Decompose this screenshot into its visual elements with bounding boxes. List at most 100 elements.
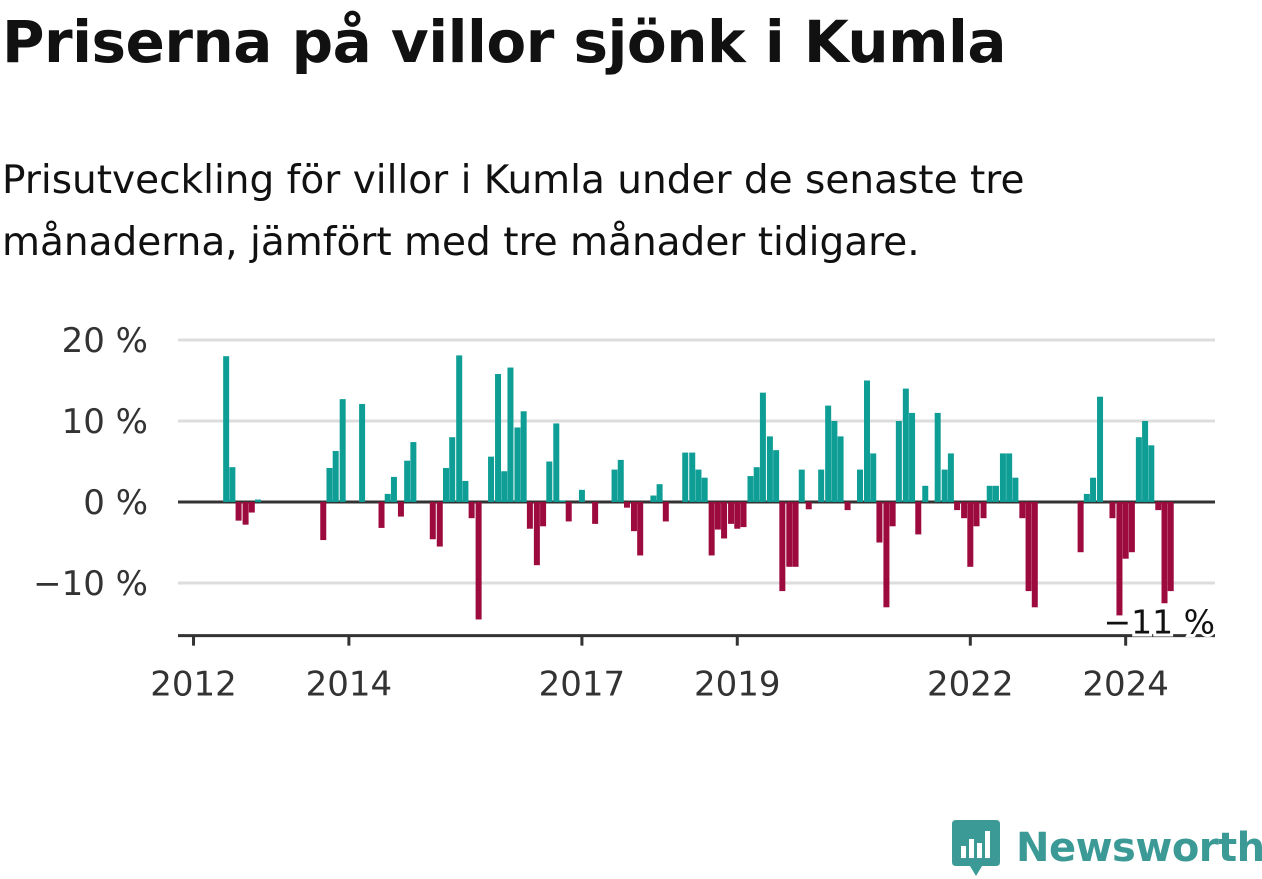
- bar: [578, 489, 585, 502]
- bar: [637, 502, 644, 556]
- bar: [468, 502, 475, 519]
- bar: [462, 480, 469, 502]
- bar: [429, 502, 436, 540]
- bar: [773, 450, 780, 502]
- bar: [332, 450, 339, 502]
- bar: [714, 502, 721, 530]
- bar: [689, 452, 696, 502]
- bar: [565, 502, 572, 522]
- x-tick-label: 2017: [539, 665, 626, 705]
- bar: [592, 502, 599, 524]
- bar: [1097, 396, 1104, 502]
- bar: [934, 412, 941, 502]
- bar: [656, 484, 663, 502]
- bar: [708, 502, 715, 556]
- bar: [1155, 502, 1162, 511]
- bar: [947, 453, 954, 502]
- bar: [831, 421, 838, 502]
- bar: [540, 502, 547, 527]
- x-tick-label: 2012: [150, 665, 237, 705]
- y-tick-label: 0 %: [83, 483, 148, 523]
- y-axis-ticks: 20 % 10 % 0 % −10 %: [33, 321, 148, 604]
- bar: [889, 502, 896, 527]
- bar: [242, 502, 249, 525]
- bar: [359, 403, 366, 502]
- x-axis: 2012 2014 2017 2019 2022 2024: [150, 634, 1215, 705]
- bar: [870, 453, 877, 502]
- bar: [495, 374, 502, 502]
- bar: [753, 467, 760, 502]
- annotations: −11 %: [1101, 600, 1219, 645]
- bar: [1161, 502, 1168, 604]
- bar: [895, 421, 902, 502]
- bar: [786, 502, 793, 567]
- bar: [909, 412, 916, 502]
- bar: [876, 502, 883, 543]
- bar: [436, 502, 443, 547]
- bar: [837, 436, 844, 502]
- bar: [526, 502, 533, 529]
- bar: [514, 427, 521, 502]
- bar: [630, 502, 637, 532]
- bar: [553, 423, 560, 502]
- bar: [384, 493, 391, 502]
- chart-subtitle: Prisutveckling för villor i Kumla under …: [2, 158, 1025, 265]
- bar: [390, 476, 397, 502]
- x-tick-label: 2014: [306, 665, 393, 705]
- bar: [864, 380, 871, 502]
- bar: [682, 452, 689, 502]
- bar: [533, 502, 540, 566]
- bar: [617, 459, 624, 502]
- bar: [378, 502, 385, 528]
- bar: [1012, 477, 1019, 502]
- bar: [1167, 502, 1174, 592]
- bar: [442, 467, 449, 502]
- bar: [1083, 493, 1090, 502]
- bar: [456, 355, 463, 502]
- bar: [559, 500, 566, 502]
- bar: [488, 456, 495, 502]
- bar: [1135, 437, 1142, 502]
- bar: [759, 392, 766, 502]
- bar: [326, 467, 333, 502]
- bar: [1019, 502, 1026, 519]
- bar: [999, 453, 1006, 502]
- bar: [397, 502, 404, 517]
- bar: [986, 485, 993, 502]
- bar: [747, 476, 754, 502]
- x-tick-label: 2024: [1082, 665, 1169, 705]
- bar: [1090, 477, 1097, 502]
- bar: [623, 502, 630, 508]
- bar-chart: 20 % 10 % 0 % −10 % 2012 2014 2017 2019 2022 202…: [33, 321, 1219, 705]
- bar: [520, 411, 527, 502]
- y-tick-label: −10 %: [33, 564, 148, 604]
- x-tick-label: 2019: [694, 665, 781, 705]
- last-value-label: −11 %: [1104, 603, 1216, 642]
- newsworthy-logo: Newsworthy: [950, 818, 1262, 878]
- bar: [766, 436, 773, 502]
- bar: [779, 502, 786, 592]
- brand-name: Newsworthy: [1016, 825, 1262, 871]
- chart-title: Priserna på villor sjönk i Kumla: [2, 8, 1007, 76]
- bar: [825, 405, 832, 502]
- bar: [1122, 502, 1129, 559]
- bar: [1142, 421, 1149, 502]
- bar-series: [223, 355, 1174, 620]
- bar: [501, 471, 508, 502]
- bar: [721, 502, 728, 539]
- bar: [410, 442, 417, 502]
- bar: [1077, 502, 1084, 553]
- bar: [728, 502, 735, 524]
- bar: [662, 502, 669, 522]
- bar: [695, 469, 702, 502]
- bar: [818, 469, 825, 502]
- bar: [1025, 502, 1032, 592]
- bar: [320, 502, 327, 541]
- bar: [961, 502, 968, 519]
- bar: [740, 502, 747, 528]
- bar: [1006, 453, 1013, 502]
- bar: [255, 499, 262, 502]
- bar: [650, 495, 657, 502]
- bar: [235, 502, 242, 521]
- bar: [973, 502, 980, 527]
